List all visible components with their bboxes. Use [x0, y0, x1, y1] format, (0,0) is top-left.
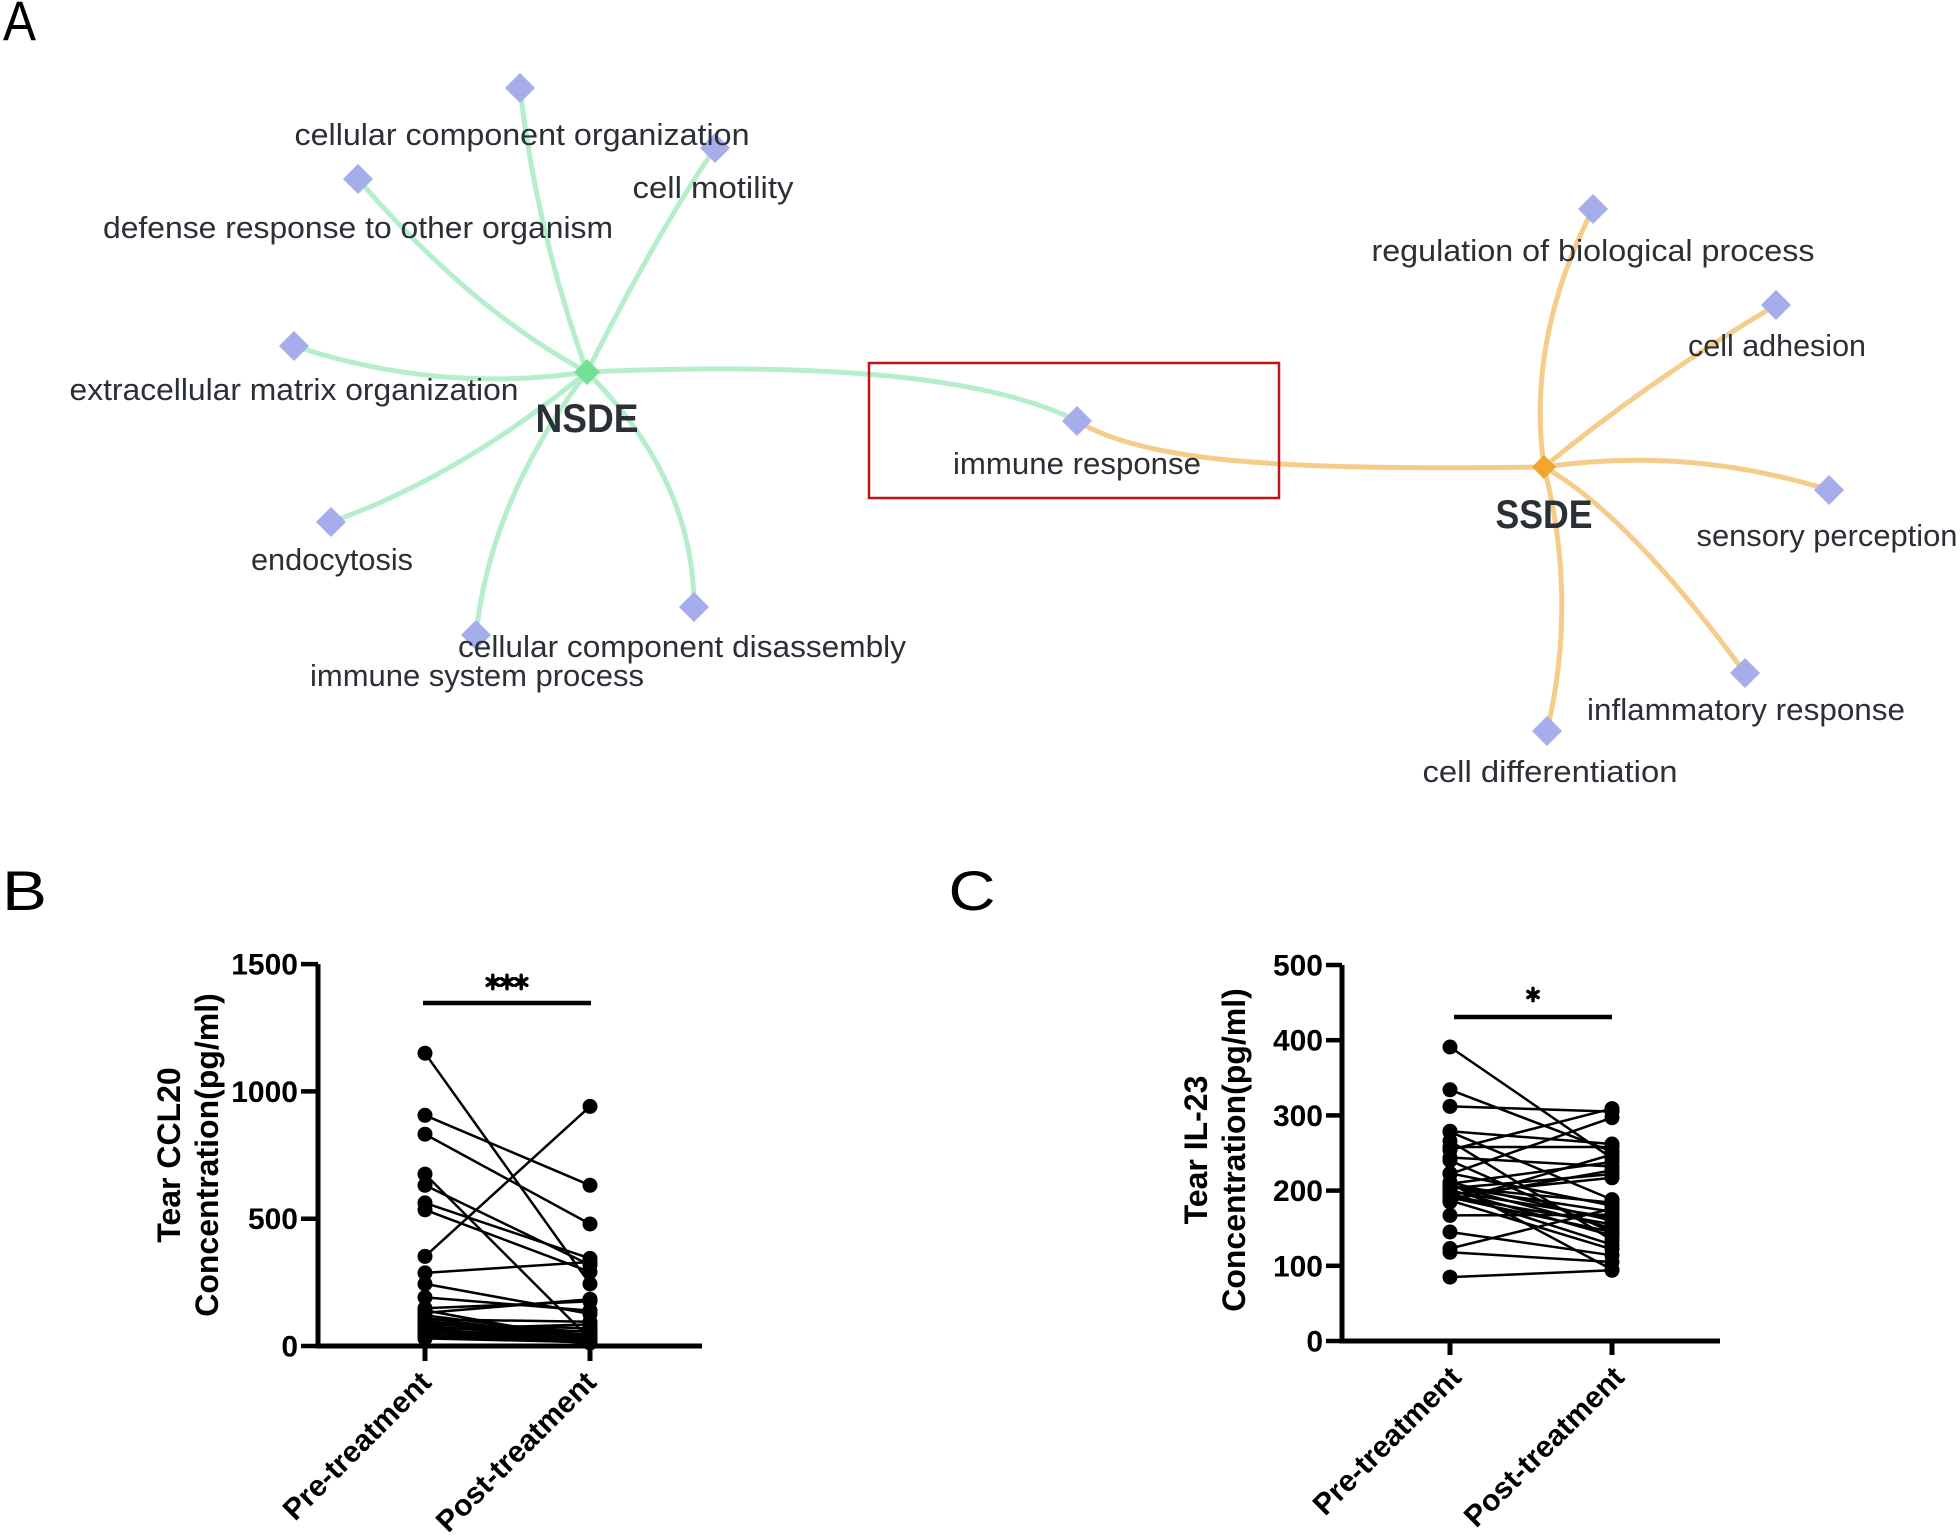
svg-text:200: 200: [1273, 1175, 1323, 1208]
svg-text:cell adhesion: cell adhesion: [1688, 328, 1866, 363]
svg-text:Concentration(pg/ml): Concentration(pg/ml): [1216, 988, 1252, 1312]
svg-text:0: 0: [1306, 1326, 1323, 1359]
svg-text:cell differentiation: cell differentiation: [1423, 754, 1678, 789]
svg-text:cellular component disassembly: cellular component disassembly: [458, 629, 907, 664]
svg-text:Concentration(pg/ml): Concentration(pg/ml): [189, 993, 225, 1317]
svg-text:500: 500: [1273, 950, 1323, 983]
svg-text:1500: 1500: [231, 949, 298, 982]
svg-text:0: 0: [281, 1331, 298, 1364]
svg-text:Tear CCL20: Tear CCL20: [151, 1067, 187, 1242]
svg-text:cell motility: cell motility: [633, 170, 795, 205]
svg-text:extracellular matrix organizat: extracellular matrix organization: [70, 372, 519, 407]
svg-text:SSDE: SSDE: [1496, 493, 1593, 537]
svg-text:400: 400: [1273, 1025, 1323, 1058]
svg-text:endocytosis: endocytosis: [251, 542, 413, 577]
svg-text:C: C: [949, 859, 996, 922]
svg-text:cellular component organizatio: cellular component organization: [295, 117, 750, 152]
svg-text:1000: 1000: [231, 1076, 298, 1109]
svg-text:defense response to other orga: defense response to other organism: [103, 210, 613, 245]
svg-text:Tear IL-23: Tear IL-23: [1178, 1076, 1214, 1225]
svg-text:300: 300: [1273, 1100, 1323, 1133]
svg-text:sensory perception: sensory perception: [1697, 518, 1958, 553]
svg-text:500: 500: [248, 1203, 298, 1236]
svg-text:100: 100: [1273, 1250, 1323, 1283]
svg-text:regulation of biological proce: regulation of biological process: [1372, 233, 1815, 268]
svg-text:B: B: [2, 859, 47, 922]
svg-text:immune system process: immune system process: [310, 658, 644, 693]
svg-text:immune response: immune response: [953, 446, 1201, 481]
svg-text:A: A: [3, 0, 37, 52]
svg-text:inflammatory response: inflammatory response: [1587, 692, 1905, 727]
svg-text:NSDE: NSDE: [536, 397, 639, 441]
